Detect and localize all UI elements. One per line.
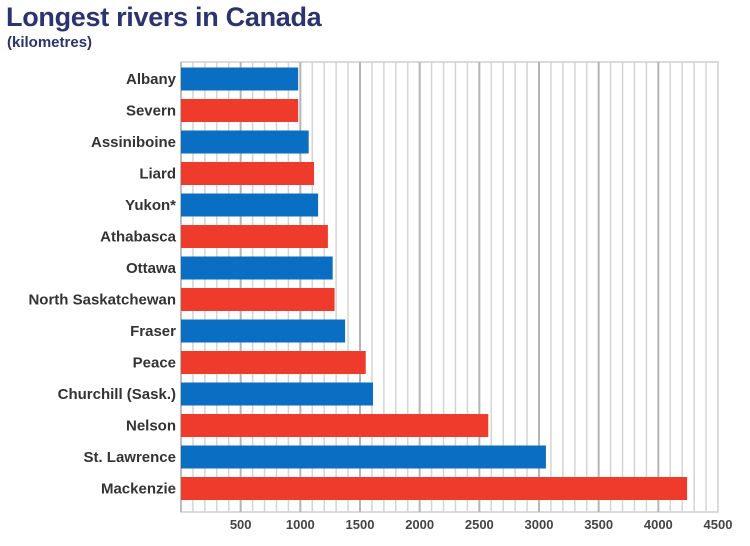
bar-north-saskatchewan (181, 288, 335, 311)
category-label: Ottawa (126, 260, 177, 277)
category-label: Fraser (130, 323, 176, 340)
bar-mackenzie (181, 477, 688, 500)
category-label: Yukon* (125, 197, 176, 214)
x-tick-label: 3000 (525, 517, 554, 532)
category-label: Albany (126, 71, 177, 88)
bar-churchill-sask (181, 382, 374, 406)
x-tick-labels: 500 1000 1500 2000 2500 3000 3500 4000 4500 (230, 517, 733, 532)
bar-severn (181, 99, 299, 122)
bar-liard (181, 162, 315, 185)
category-label: Churchill (Sask.) (58, 386, 176, 403)
chart-subtitle: (kilometres) (7, 34, 93, 51)
category-label: Severn (126, 103, 176, 120)
x-tick-label: 2000 (405, 517, 434, 532)
category-label: Nelson (126, 418, 176, 435)
category-label: St. Lawrence (83, 449, 176, 466)
bar-albany (181, 67, 299, 91)
x-tick-label: 4000 (644, 517, 673, 532)
plot-frame (180, 61, 719, 513)
bar-ottawa (181, 256, 333, 280)
bar-yukon (181, 193, 319, 217)
category-label: North Saskatchewan (28, 292, 176, 309)
x-tick-label: 1500 (346, 517, 375, 532)
x-tick-label: 2500 (465, 517, 494, 532)
chart-title: Longest rivers in Canada (6, 2, 322, 32)
x-tick-label: 500 (230, 517, 252, 532)
bar-nelson (181, 414, 489, 437)
bar-assiniboine (181, 130, 309, 154)
bar-fraser (181, 319, 346, 343)
bars (181, 67, 688, 500)
x-tick-label: 4500 (704, 517, 733, 532)
category-label: Assiniboine (91, 134, 176, 151)
bar-peace (181, 351, 366, 374)
grid-lines (180, 61, 719, 513)
x-tick-label: 1000 (286, 517, 315, 532)
category-label: Athabasca (100, 229, 177, 246)
category-label: Mackenzie (101, 481, 176, 498)
category-label: Liard (139, 166, 176, 183)
category-labels: Albany Severn Assiniboine Liard Yukon* Athaba… (28, 71, 176, 498)
bar-athabasca (181, 225, 328, 248)
x-tick-label: 3500 (584, 517, 613, 532)
category-label: Peace (133, 355, 176, 372)
bar-st-lawrence (181, 445, 546, 469)
